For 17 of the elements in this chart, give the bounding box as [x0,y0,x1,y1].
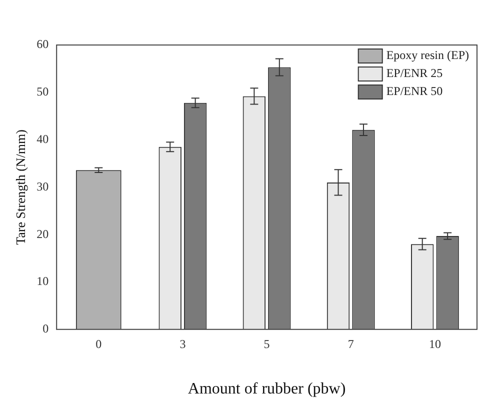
x-tick-label: 0 [96,336,102,351]
y-tick-label: 50 [36,84,49,99]
y-tick-label: 0 [42,322,49,336]
x-tick-label: 10 [428,336,441,351]
legend-label: Epoxy resin (EP) [386,48,470,62]
y-tick-label: 10 [36,274,49,288]
x-tick-label: 3 [180,336,186,351]
legend-label: EP/ENR 50 [386,84,443,98]
y-tick-label: 20 [36,226,49,241]
y-axis-title: Tare Strength (N/mm) [13,130,28,245]
x-tick-label: 7 [348,336,354,351]
legend-label: EP/ENR 25 [386,66,443,80]
y-tick-label: 40 [36,132,49,146]
y-tick-label: 30 [36,179,49,194]
y-tick-label: 60 [36,37,49,52]
x-tick-label: 5 [264,336,270,351]
x-axis-title: Amount of rubber (pbw) [188,380,346,398]
